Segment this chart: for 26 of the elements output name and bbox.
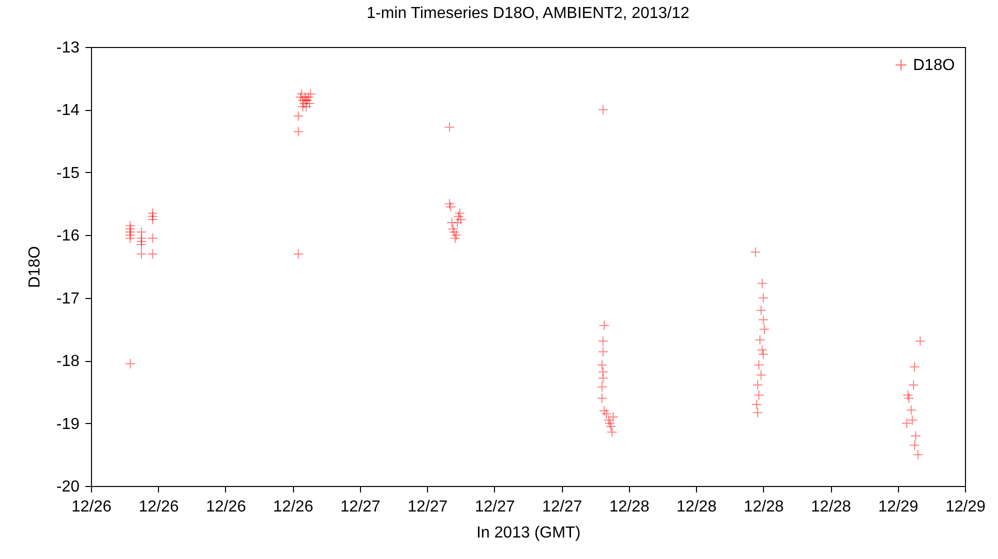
- x-tick-label: 12/27: [474, 498, 515, 516]
- y-tick-label: -17: [56, 290, 80, 308]
- chart-title: 1-min Timeseries D18O, AMBIENT2, 2013/12: [366, 5, 690, 22]
- x-tick-label: 12/29: [945, 498, 986, 516]
- legend-label: D18O: [913, 57, 955, 74]
- y-tick-label: -16: [56, 228, 80, 245]
- x-tick-label: 12/27: [408, 498, 448, 516]
- x-tick-label: 12/26: [71, 498, 112, 516]
- y-tick-label: -15: [56, 164, 80, 182]
- y-tick-label: -18: [56, 353, 80, 370]
- y-tick-label: -19: [56, 416, 80, 433]
- x-tick-label: 12/28: [676, 498, 717, 516]
- x-tick-label: 12/27: [340, 498, 381, 516]
- x-tick-label: 12/28: [609, 498, 650, 516]
- y-tick-label: -14: [56, 102, 80, 120]
- x-tick-label: 12/26: [273, 498, 314, 516]
- x-tick-label: 12/26: [138, 498, 179, 516]
- y-axis-title: D18O: [26, 246, 44, 288]
- x-tick-label: 12/28: [744, 498, 784, 516]
- x-tick-label: 12/29: [878, 498, 918, 516]
- x-axis-title: In 2013 (GMT): [476, 524, 581, 542]
- y-tick-label: -20: [56, 478, 80, 496]
- x-tick-label: 12/26: [206, 498, 246, 516]
- x-tick-label: 12/28: [811, 498, 852, 516]
- y-tick-label: -13: [56, 40, 80, 56]
- x-tick-label: 12/27: [542, 498, 582, 516]
